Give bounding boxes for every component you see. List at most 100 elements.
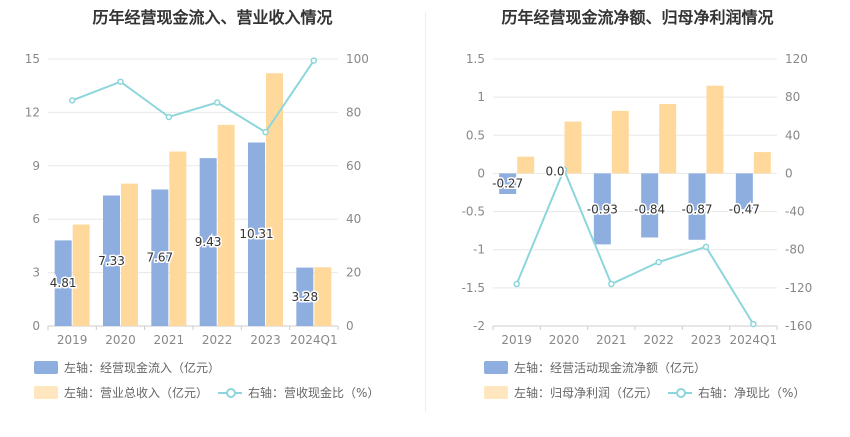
right-axis-tick-label: 0 (346, 319, 354, 333)
line-point (560, 166, 568, 173)
x-axis-tick-label: 2019 (57, 333, 88, 347)
bar-series-1 (735, 173, 753, 210)
bar-series-1 (248, 142, 265, 326)
bar-data-label: 9.43 (195, 235, 222, 249)
bar-data-label: 3.28 (291, 290, 318, 304)
bar-series-1 (296, 267, 314, 326)
left-axis-tick-label: 1 (477, 90, 485, 104)
x-axis-tick-label: 2022 (643, 333, 674, 347)
legend-item-bar1[interactable]: 左轴：经营活动现金流净额（亿元） (484, 359, 706, 376)
bar-data-label: -0.87 (681, 202, 712, 216)
right-axis-tick-label: -40 (785, 205, 805, 219)
legend-swatch (34, 361, 58, 374)
bar-series-2 (564, 121, 582, 174)
left-axis-tick-label: -1 (473, 243, 485, 257)
bar-series-2 (753, 152, 771, 174)
left-axis-tick-label: 0.5 (466, 128, 485, 142)
bar-data-label: -0.84 (634, 202, 665, 216)
bar-series-2 (266, 73, 283, 327)
chart-svg: -2 -1.5 -1 -0.5 0 0.5 1 1.5 -160 -120 -80 -40 0 40 80 1… (462, 52, 813, 347)
left-axis-tick-label: -2 (473, 319, 485, 333)
bar-series-1 (54, 240, 72, 326)
bar-data-label: -0.27 (492, 176, 523, 190)
right-axis-tick-label: 40 (346, 212, 361, 226)
bar-data-label: 7.67 (146, 251, 173, 265)
bar-series-2 (517, 156, 535, 174)
line-series (515, 166, 755, 325)
x-axis-tick-label: 2024Q1 (290, 333, 338, 347)
left-axis-tick-label: -0.5 (462, 205, 485, 219)
bar-series-2 (659, 104, 677, 174)
right-axis-tick-label: 20 (346, 266, 361, 280)
bar-data-label: 4.81 (50, 276, 77, 290)
line-point (262, 128, 269, 136)
line-series (71, 60, 315, 134)
chart-panel-netcash-profit: 历年经营现金流净额、归母净利润情况 -2 -1.5 -1 -0.5 0 0.5 1 1.5 -1… (425, 0, 850, 437)
chart-title: 历年经营现金流入、营业收入情况 (92, 8, 333, 27)
legend-item-bar1[interactable]: 左轴：经营现金流入（亿元） (34, 359, 220, 376)
legend-label: 左轴：经营活动现金流净额（亿元） (514, 361, 707, 375)
bar-series-2 (706, 85, 724, 174)
bar-series-2 (314, 267, 332, 326)
right-axis-tick-label: 60 (346, 159, 361, 173)
legend-item-line[interactable]: 右轴：营收现金比（%） (218, 384, 379, 401)
bar-data-label: 10.31 (239, 227, 273, 241)
bar-series-1 (593, 173, 611, 245)
line-point (213, 99, 221, 106)
right-axis-tick-label: 80 (785, 90, 800, 104)
legend-item-bar2[interactable]: 左轴：营业总收入（亿元） (34, 384, 208, 401)
x-axis-tick-label: 2019 (501, 333, 532, 347)
line-point (165, 113, 173, 121)
left-axis-tick-label: 1.5 (466, 52, 485, 66)
legend-item-bar2[interactable]: 左轴：归母净利润（亿元） (484, 384, 658, 401)
left-axis-tick-label: 0 (477, 166, 485, 180)
right-axis-tick-label: 40 (785, 128, 800, 142)
legend-swatch (484, 361, 508, 374)
left-axis-tick-label: -1.5 (462, 281, 485, 295)
line-point (68, 97, 76, 104)
bar-series-2 (217, 124, 235, 326)
line-point (608, 280, 615, 288)
chart-title: 历年经营现金流净额、归母净利润情况 (501, 8, 774, 27)
line-point (750, 320, 757, 328)
chart-svg: 0 3 6 9 12 15 0 20 40 60 80 100 2019 2020 2021 2022 2023… (25, 52, 369, 347)
left-axis-tick-label: 0 (32, 319, 40, 333)
bar-series-1 (103, 195, 120, 326)
line-point (117, 78, 124, 85)
x-axis-tick-label: 2020 (549, 333, 580, 347)
legend-label: 左轴：营业总收入（亿元） (64, 386, 209, 400)
x-axis-tick-label: 2022 (202, 333, 233, 347)
right-axis-tick-label: 120 (785, 52, 808, 66)
legend-line-icon (668, 386, 692, 399)
legend-item-line[interactable]: 右轴：净现比（%） (668, 384, 805, 401)
legend-line-icon (218, 386, 242, 399)
x-axis-tick-label: 2024Q1 (730, 333, 778, 347)
legend-label: 右轴：净现比（%） (698, 386, 806, 400)
panel-divider (425, 12, 426, 412)
bar-series-1 (688, 173, 706, 240)
bar-series-2 (121, 183, 138, 326)
bar-series-2 (611, 110, 629, 174)
bar-series-1 (546, 173, 564, 174)
left-axis-tick-label: 12 (25, 105, 40, 119)
legend-swatch (484, 386, 508, 399)
x-axis-tick-label: 2021 (154, 333, 185, 347)
legend-label: 左轴：归母净利润（亿元） (514, 386, 659, 400)
right-axis-tick-label: 80 (346, 105, 361, 119)
line-point (310, 57, 318, 64)
bar-series-2 (169, 151, 187, 326)
legend-swatch (34, 386, 58, 399)
line-point (655, 258, 662, 266)
left-axis-tick-label: 9 (32, 159, 40, 173)
x-axis-tick-label: 2020 (105, 333, 136, 347)
bar-series-1 (151, 189, 169, 326)
bar-data-label: 0.0 (545, 164, 564, 178)
bar-data-label: -0.47 (729, 202, 760, 216)
legend-label: 右轴：营收现金比（%） (248, 386, 380, 400)
bar-series-2 (72, 224, 90, 326)
line-point (513, 280, 520, 288)
right-axis-tick-label: -120 (785, 281, 812, 295)
x-axis-tick-label: 2021 (596, 333, 627, 347)
left-axis-tick-label: 15 (25, 52, 40, 66)
line-point (702, 243, 710, 251)
